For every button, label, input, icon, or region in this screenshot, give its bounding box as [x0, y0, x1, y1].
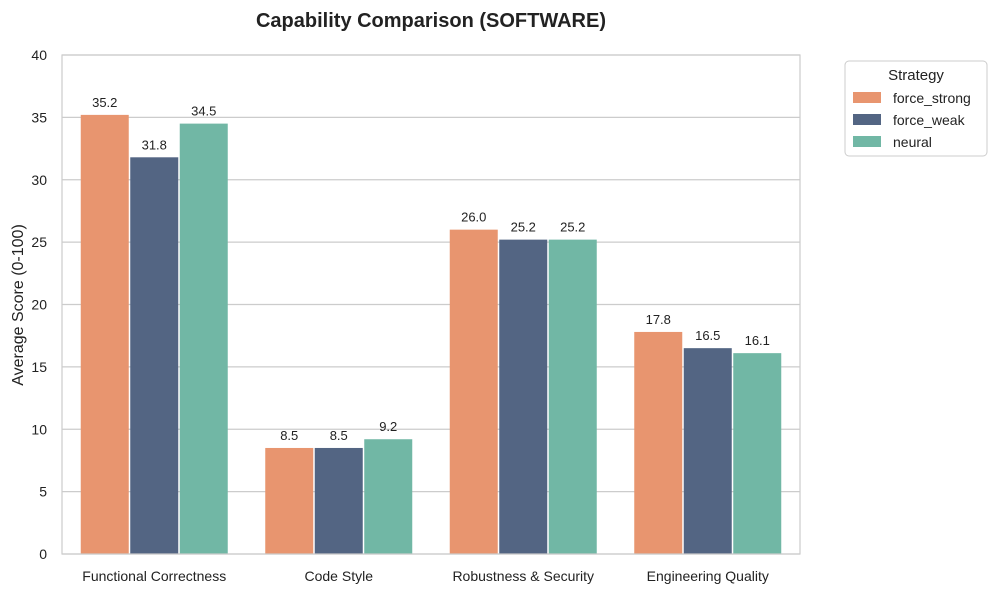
data-label: 26.0 [461, 210, 486, 225]
bar-neural-0 [179, 123, 228, 555]
x-tick-label: Robustness & Security [452, 568, 594, 584]
legend-label-force_weak: force_weak [893, 112, 966, 128]
y-tick-label: 40 [31, 47, 47, 63]
bar-force_strong-3 [634, 331, 683, 554]
legend-box [844, 60, 988, 157]
legend-title: Strategy [888, 67, 944, 84]
bar-force_strong-0 [80, 114, 129, 554]
legend-label-neural: neural [893, 134, 932, 150]
data-label: 34.5 [191, 104, 216, 119]
bar-force_strong-2 [449, 229, 498, 554]
bar-force_weak-1 [314, 447, 363, 554]
y-tick-label: 0 [39, 546, 47, 562]
bar-neural-1 [364, 439, 413, 554]
bar-force_strong-1 [265, 447, 314, 554]
bar-force_weak-2 [499, 239, 548, 554]
legend-swatch-force_weak [853, 114, 881, 125]
y-tick-label: 10 [31, 421, 47, 437]
data-label: 31.8 [142, 137, 167, 152]
data-label: 8.5 [330, 428, 348, 443]
x-axis-ticks: Functional Correctness Code Style Robustne… [82, 568, 769, 584]
data-label: 16.1 [745, 333, 770, 348]
legend-swatch-force_strong [853, 92, 881, 103]
data-label: 8.5 [280, 428, 298, 443]
y-tick-label: 35 [31, 109, 47, 125]
y-tick-label: 25 [31, 234, 47, 250]
y-axis-ticks: 0 5 10 15 20 25 30 35 40 [31, 47, 47, 562]
data-label: 9.2 [379, 419, 397, 434]
legend-swatch-neural [853, 136, 881, 147]
plot-frame [61, 54, 801, 555]
bar-force_weak-3 [683, 348, 732, 554]
data-label: 35.2 [92, 95, 117, 110]
data-label: 17.8 [646, 312, 671, 327]
x-tick-label: Engineering Quality [647, 568, 769, 584]
y-tick-label: 20 [31, 297, 47, 313]
bars [80, 114, 782, 555]
bar-neural-3 [733, 353, 782, 554]
y-tick-label: 15 [31, 359, 47, 375]
x-tick-label: Code Style [305, 568, 374, 584]
legend-label-force_strong: force_strong [893, 90, 971, 106]
bar-neural-2 [548, 239, 597, 554]
x-tick-label: Functional Correctness [82, 568, 226, 584]
data-label: 16.5 [695, 328, 720, 343]
chart-title: Capability Comparison (SOFTWARE) [256, 10, 606, 32]
data-label: 25.2 [511, 220, 536, 235]
bar-force_weak-0 [130, 157, 179, 555]
y-axis-label: Average Score (0-100) [10, 224, 27, 386]
data-labels: 35.2 31.8 34.5 8.5 8.5 9.2 26.0 25.2 25.2 17.8 16.… [92, 95, 770, 443]
y-tick-label: 30 [31, 172, 47, 188]
data-label: 25.2 [560, 220, 585, 235]
y-tick-label: 5 [39, 484, 47, 500]
